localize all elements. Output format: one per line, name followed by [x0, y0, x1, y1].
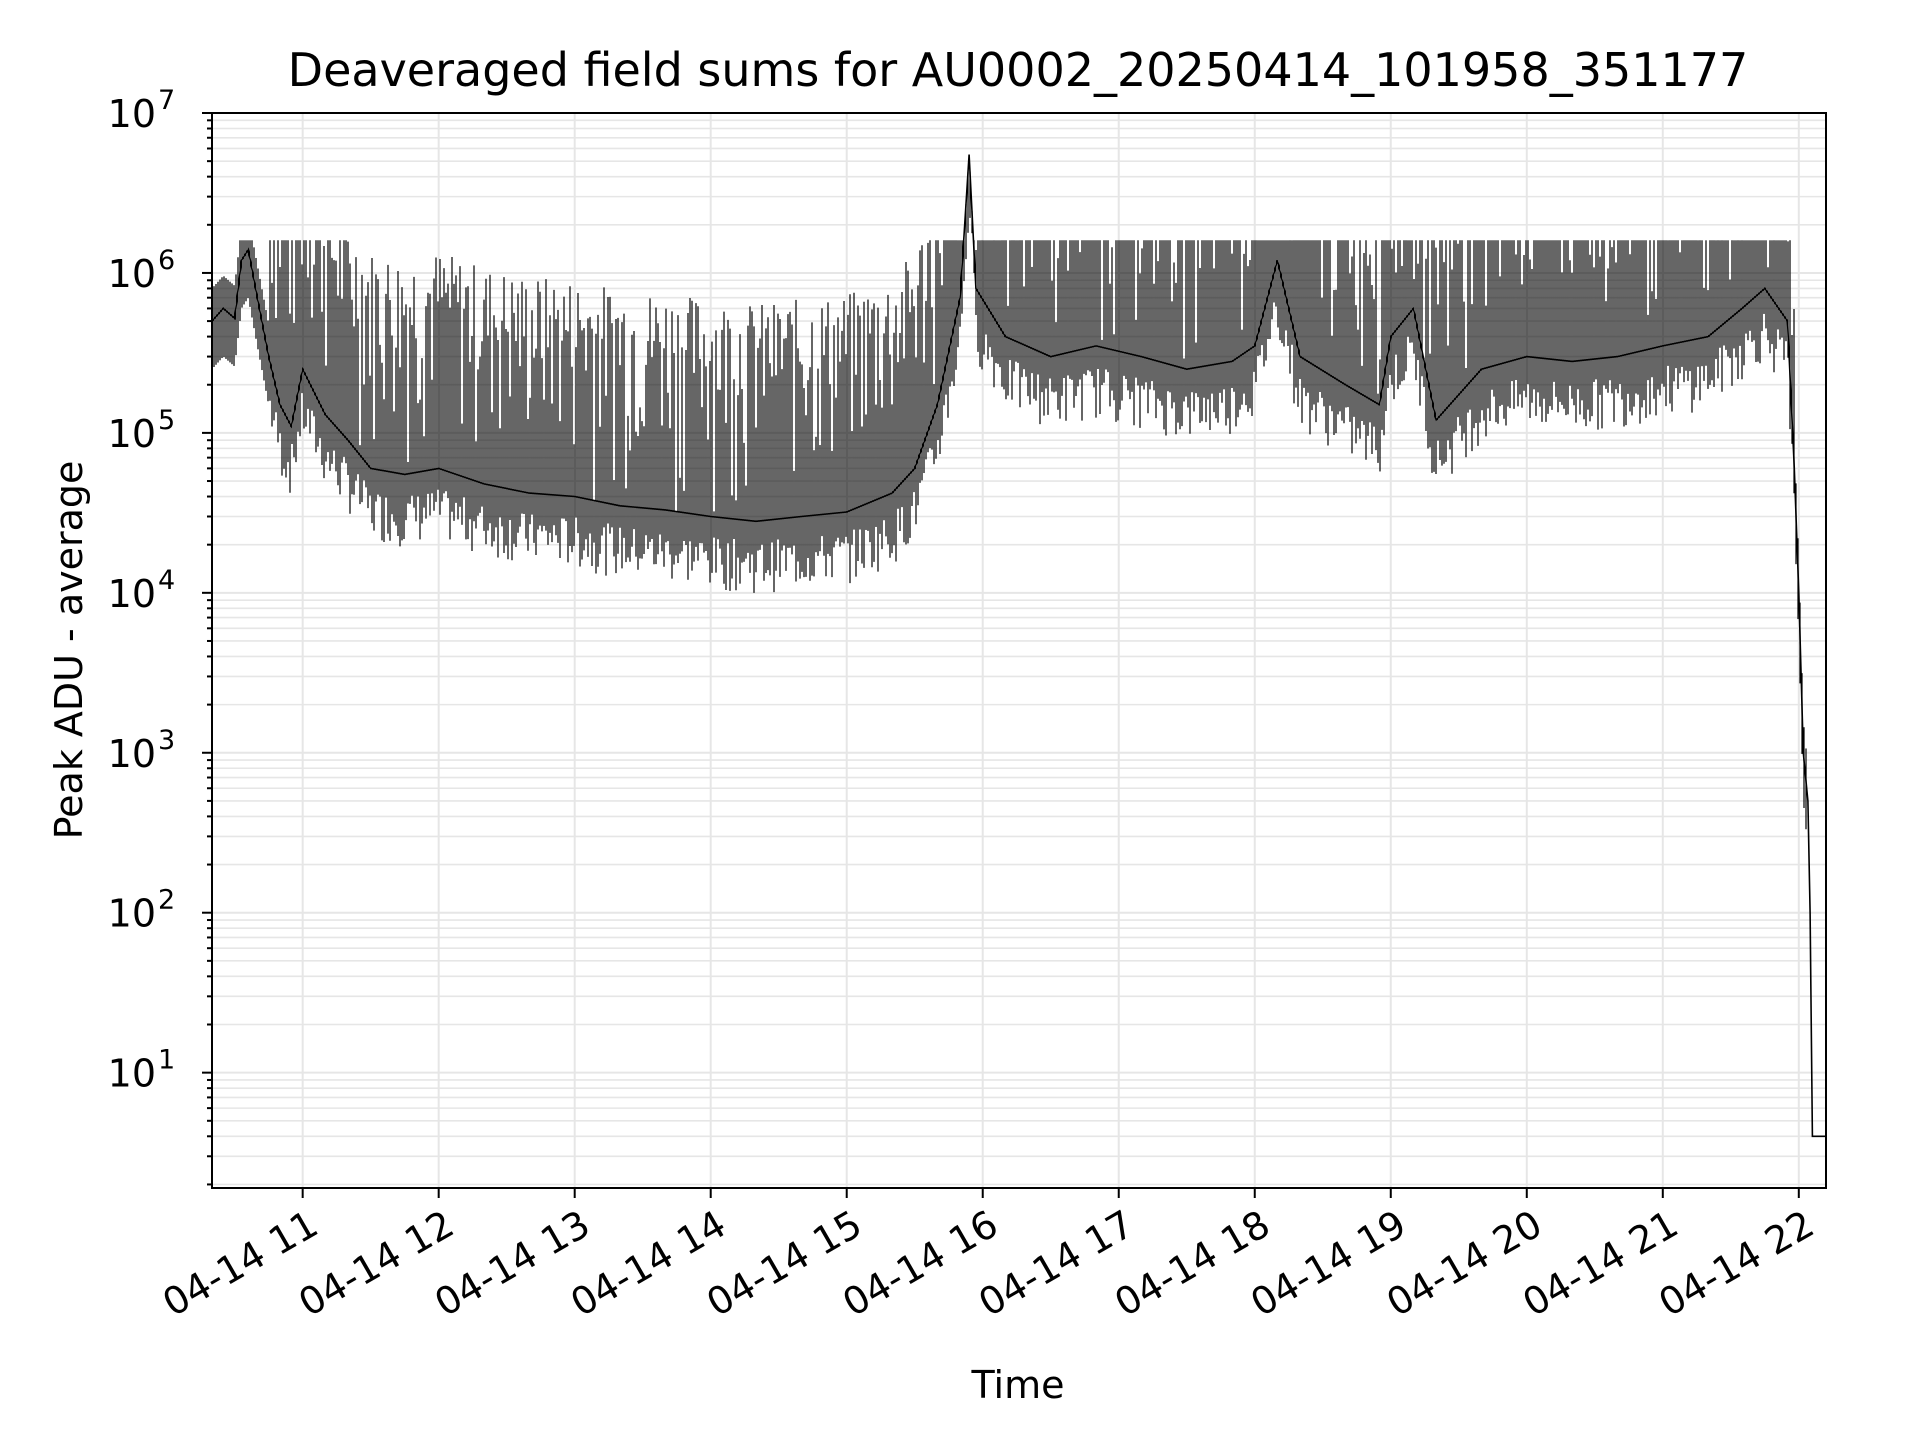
- y-tick-label: 10: [108, 732, 156, 776]
- y-tick-exponent: 2: [158, 885, 175, 916]
- x-tick-label: 04-14 15: [699, 1202, 869, 1326]
- x-tick-label: 04-14 14: [563, 1202, 733, 1326]
- x-tick-label: 04-14 13: [427, 1202, 597, 1326]
- y-tick-exponent: 7: [158, 85, 175, 116]
- y-tick-exponent: 6: [158, 245, 175, 276]
- x-tick-label: 04-14 20: [1379, 1202, 1549, 1326]
- chart-title: Deaveraged field sums for AU0002_2025041…: [288, 43, 1749, 97]
- y-tick-label: 10: [108, 92, 156, 136]
- x-tick-label: 04-14 18: [1107, 1202, 1277, 1326]
- x-tick-label: 04-14 16: [835, 1202, 1005, 1326]
- y-tick-label: 10: [108, 892, 156, 936]
- x-axis-label: Time: [971, 1363, 1065, 1407]
- y-tick-exponent: 5: [158, 405, 175, 436]
- data-envelope: [213, 171, 1807, 830]
- y-tick-exponent: 3: [158, 725, 175, 756]
- y-tick-exponent: 4: [158, 565, 175, 596]
- plot-frame: [211, 112, 1827, 1189]
- y-tick-label: 10: [108, 1052, 156, 1096]
- y-tick-label: 10: [108, 572, 156, 616]
- x-tick-label: 04-14 22: [1651, 1202, 1821, 1326]
- grid: [212, 112, 1826, 1188]
- x-tick-label: 04-14 11: [155, 1202, 325, 1326]
- series-line: [211, 154, 1826, 1138]
- y-tick-label: 10: [108, 412, 156, 456]
- x-tick-label: 04-14 21: [1515, 1202, 1685, 1326]
- y-tick-exponent: 1: [158, 1045, 175, 1076]
- x-tick-label: 04-14 12: [291, 1202, 461, 1326]
- y-tick-label: 10: [108, 252, 156, 296]
- y-axis-label: Peak ADU - average: [47, 461, 91, 840]
- x-tick-label: 04-14 19: [1243, 1202, 1413, 1326]
- x-tick-label: 04-14 17: [971, 1202, 1141, 1326]
- data-series-layer: [211, 154, 1827, 1138]
